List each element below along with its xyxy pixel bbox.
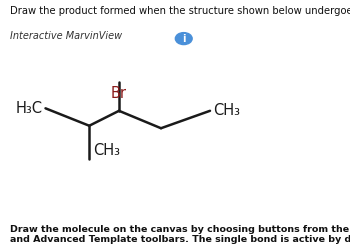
Text: CH₃: CH₃ [214,103,240,118]
Text: CH₃: CH₃ [93,143,120,158]
Text: and Advanced Template toolbars. The single bond is active by default.: and Advanced Template toolbars. The sing… [10,235,350,244]
Text: Draw the product formed when the structure shown below undergoes solvolysis in C: Draw the product formed when the structu… [10,6,350,16]
Text: i: i [182,34,186,44]
Circle shape [175,33,192,45]
Text: Br: Br [111,86,127,101]
Text: Draw the molecule on the canvas by choosing buttons from the Tools (for bonds), : Draw the molecule on the canvas by choos… [10,225,350,234]
Text: Interactive MarvinView: Interactive MarvinView [10,31,122,41]
Text: H₃C: H₃C [16,101,43,116]
